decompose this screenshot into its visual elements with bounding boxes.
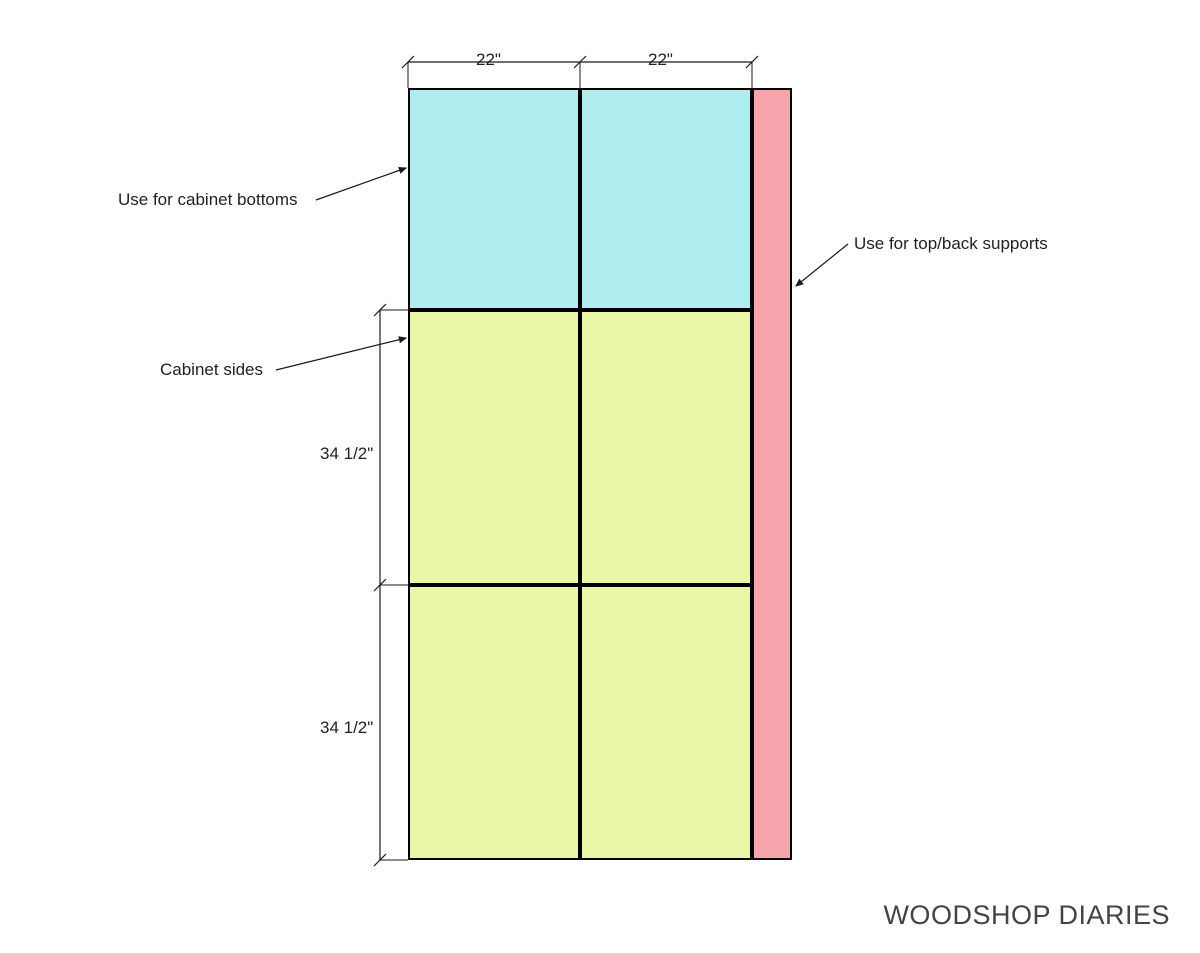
- callout-cabinet-sides-label: Cabinet sides: [160, 360, 263, 380]
- callout-top-back-supports-label: Use for top/back supports: [854, 234, 1048, 254]
- region-cabinet-bottom-2: [580, 88, 752, 310]
- dim-top-right: 22": [648, 50, 673, 70]
- dim-mid-left: 34 1/2": [320, 444, 373, 464]
- watermark: WOODSHOP DIARIES: [883, 900, 1170, 931]
- region-cabinet-side-1: [408, 310, 580, 585]
- region-cabinet-side-3: [408, 585, 580, 860]
- region-cabinet-side-4: [580, 585, 752, 860]
- region-top-back-supports: [752, 88, 792, 860]
- dim-top-left: 22": [476, 50, 501, 70]
- region-cabinet-side-2: [580, 310, 752, 585]
- cut-diagram: Use for cabinet bottoms Cabinet sides Us…: [0, 0, 1200, 953]
- dim-bot-left: 34 1/2": [320, 718, 373, 738]
- callout-cabinet-bottoms-label: Use for cabinet bottoms: [118, 190, 298, 210]
- region-cabinet-bottom-1: [408, 88, 580, 310]
